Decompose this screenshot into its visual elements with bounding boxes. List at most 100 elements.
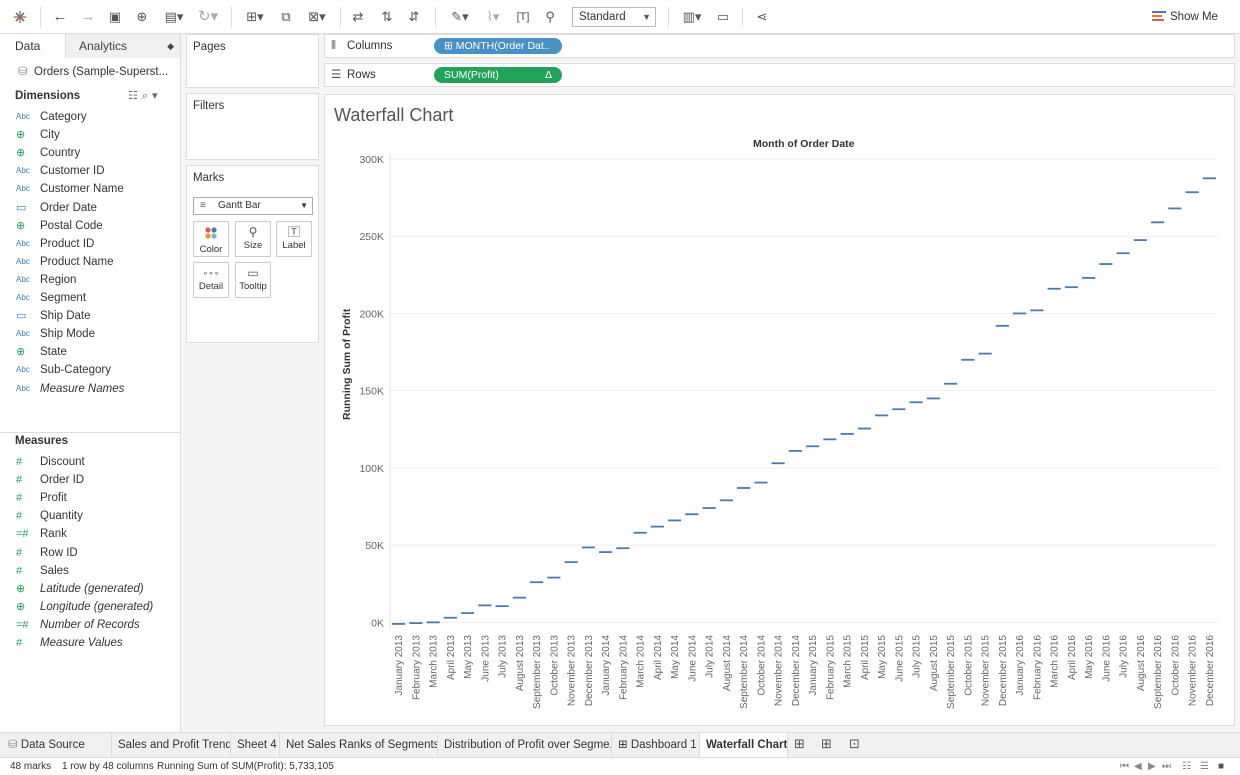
tab-distribution-of-profit[interactable]: Distribution of Profit over Segme... xyxy=(438,733,612,757)
next-sheet-icon[interactable]: ▶ xyxy=(1148,761,1156,772)
field-type-icon: Abc xyxy=(16,274,30,284)
field-item[interactable]: =# Rank xyxy=(16,525,67,543)
field-item[interactable]: ⊕ Longitude (generated) xyxy=(16,598,153,616)
x-tick-label: November 2015 xyxy=(981,635,992,707)
field-item[interactable]: # Quantity xyxy=(16,507,83,525)
presentation-mode-icon[interactable]: ▭ xyxy=(716,9,730,24)
tab-analytics[interactable]: Analytics ◆ xyxy=(66,34,180,58)
columns-shelf[interactable]: ⦀ Columns ⊞ MONTH(Order Dat.. xyxy=(324,34,1235,58)
search-icon[interactable]: ⌕ xyxy=(141,90,153,102)
sort-descending-icon[interactable]: ⇵ xyxy=(408,9,420,24)
show-mark-labels-icon[interactable]: [T] xyxy=(516,11,530,23)
gantt-bar xyxy=(944,382,958,385)
rows-pill[interactable]: SUM(Profit) Δ xyxy=(434,67,562,83)
fix-axes-icon[interactable]: ⚲ xyxy=(545,9,555,24)
columns-shelf-label: ⦀ Columns xyxy=(331,35,392,57)
rows-shelf[interactable]: ☰ Rows SUM(Profit) Δ xyxy=(324,63,1235,87)
color-button[interactable]: Color xyxy=(193,221,229,257)
field-type-icon: Abc xyxy=(16,256,30,266)
first-sheet-icon[interactable]: ⏮ xyxy=(1120,761,1129,772)
x-tick-label: August 2015 xyxy=(929,635,940,692)
columns-pill[interactable]: ⊞ MONTH(Order Dat.. xyxy=(434,38,562,54)
show-tabs-icon[interactable]: ☰ xyxy=(1200,761,1209,772)
show-cards-icon[interactable]: ▥▾ xyxy=(682,9,702,24)
field-item[interactable]: # Sales xyxy=(16,562,69,580)
tab-sheet-4[interactable]: Sheet 4 xyxy=(231,733,280,757)
list-view-icon[interactable]: ☷ xyxy=(128,90,142,102)
pause-updates-icon[interactable]: ▤▾ xyxy=(164,9,184,24)
tab-waterfall-chart[interactable]: Waterfall Chart xyxy=(700,733,788,757)
filters-card[interactable]: Filters xyxy=(186,93,319,160)
field-item[interactable]: # Profit xyxy=(16,489,67,507)
data-source-tab[interactable]: ⛁ Data Source xyxy=(0,733,112,757)
field-item[interactable]: Abc Region xyxy=(16,271,76,289)
field-item[interactable]: Abc Customer ID xyxy=(16,162,105,180)
last-sheet-icon[interactable]: ⏭ xyxy=(1162,761,1171,772)
x-tick-label: September 2016 xyxy=(1153,635,1164,709)
mark-type-select[interactable]: ≡ Gantt Bar ▼ xyxy=(193,197,313,215)
tableau-logo-icon[interactable] xyxy=(10,6,30,28)
sort-ascending-icon[interactable]: ⇅ xyxy=(381,9,393,24)
field-item[interactable]: ⊕ City xyxy=(16,126,60,144)
field-item[interactable]: =# Number of Records xyxy=(16,616,140,634)
new-worksheet-icon[interactable]: ⊞ xyxy=(794,736,805,751)
field-item[interactable]: # Measure Values xyxy=(16,634,123,652)
marks-card: Marks ≡ Gantt Bar ▼ Color ⚲ Size 🅃 Label… xyxy=(186,165,319,343)
new-worksheet-icon[interactable]: ⊞▾ xyxy=(246,9,264,24)
new-story-icon[interactable]: ⊡ xyxy=(849,736,860,751)
group-members-icon[interactable]: ⌇▾ xyxy=(486,9,500,24)
field-item[interactable]: ⊕ State xyxy=(16,343,67,361)
field-item[interactable]: Abc Customer Name xyxy=(16,180,124,198)
field-item[interactable]: ▭ Ship Date xyxy=(16,307,91,325)
field-item[interactable]: Abc Sub-Category xyxy=(16,361,111,379)
detail-button[interactable]: ∘∘∘ Detail xyxy=(193,262,229,298)
show-me-button[interactable]: Show Me xyxy=(1152,8,1218,26)
gantt-bar xyxy=(409,622,423,625)
label-button[interactable]: 🅃 Label xyxy=(276,221,312,257)
data-source-item[interactable]: ⛁ Orders (Sample-Superst... xyxy=(18,64,178,80)
refresh-icon[interactable]: ↻▾ xyxy=(197,8,219,25)
field-item[interactable]: ▭ Order Date xyxy=(16,199,97,217)
new-dashboard-icon[interactable]: ⊞ xyxy=(821,736,832,751)
show-sheet-sorter-icon[interactable]: ■ xyxy=(1218,761,1225,772)
gantt-bar xyxy=(547,576,561,579)
chart-svg[interactable]: 0K 50K 100K 150K 200K 250K 300K January 2013 Feb… xyxy=(325,95,1234,725)
previous-sheet-icon[interactable]: ◀ xyxy=(1134,761,1142,772)
redo-icon[interactable]: → xyxy=(80,8,96,25)
field-item[interactable]: Abc Product Name xyxy=(16,253,114,271)
tab-data[interactable]: Data xyxy=(0,34,66,58)
field-item[interactable]: Abc Ship Mode xyxy=(16,325,95,343)
pages-card[interactable]: Pages xyxy=(186,34,319,88)
fit-select[interactable]: Standard ▼ xyxy=(572,7,656,27)
duplicate-sheet-icon[interactable]: ⧉ xyxy=(281,9,291,24)
field-item[interactable]: # Order ID xyxy=(16,471,84,489)
chevron-down-icon[interactable]: ▾ xyxy=(152,90,162,102)
x-tick-label: June 2015 xyxy=(894,635,905,682)
field-item[interactable]: Abc Category xyxy=(16,108,87,126)
tab-sales-and-profit-trend[interactable]: Sales and Profit Trend xyxy=(112,733,231,757)
field-item[interactable]: Abc Segment xyxy=(16,289,86,307)
highlight-icon[interactable]: ✎▾ xyxy=(451,9,469,24)
new-data-source-icon[interactable]: ⊕ xyxy=(136,9,148,24)
size-button[interactable]: ⚲ Size xyxy=(235,221,271,257)
tooltip-button[interactable]: ▭ Tooltip xyxy=(235,262,271,298)
save-icon[interactable]: ▣ xyxy=(108,9,122,24)
field-item[interactable]: Abc Measure Names xyxy=(16,380,124,398)
show-filmstrip-icon[interactable]: ☷ xyxy=(1182,761,1191,772)
field-item[interactable]: ⊕ Country xyxy=(16,144,80,162)
color-icon xyxy=(194,226,228,244)
undo-icon[interactable]: ← xyxy=(52,8,68,25)
clear-sheet-icon[interactable]: ⊠▾ xyxy=(308,9,326,24)
field-item[interactable]: Abc Product ID xyxy=(16,235,94,253)
field-item[interactable]: ⊕ Postal Code xyxy=(16,217,103,235)
x-tick-label: September 2015 xyxy=(946,635,957,709)
size-label: Size xyxy=(243,240,263,251)
tab-net-sales-ranks[interactable]: Net Sales Ranks of Segments xyxy=(280,733,438,757)
field-item[interactable]: # Discount xyxy=(16,453,85,471)
share-icon[interactable]: ⋖ xyxy=(756,9,768,24)
field-item[interactable]: # Row ID xyxy=(16,544,78,562)
swap-rows-columns-icon[interactable]: ⇄ xyxy=(352,9,364,24)
field-item[interactable]: ⊕ Latitude (generated) xyxy=(16,580,144,598)
collapse-icon[interactable]: ◆ xyxy=(167,41,174,51)
tab-dashboard-1[interactable]: ⊞ Dashboard 1 xyxy=(612,733,700,757)
